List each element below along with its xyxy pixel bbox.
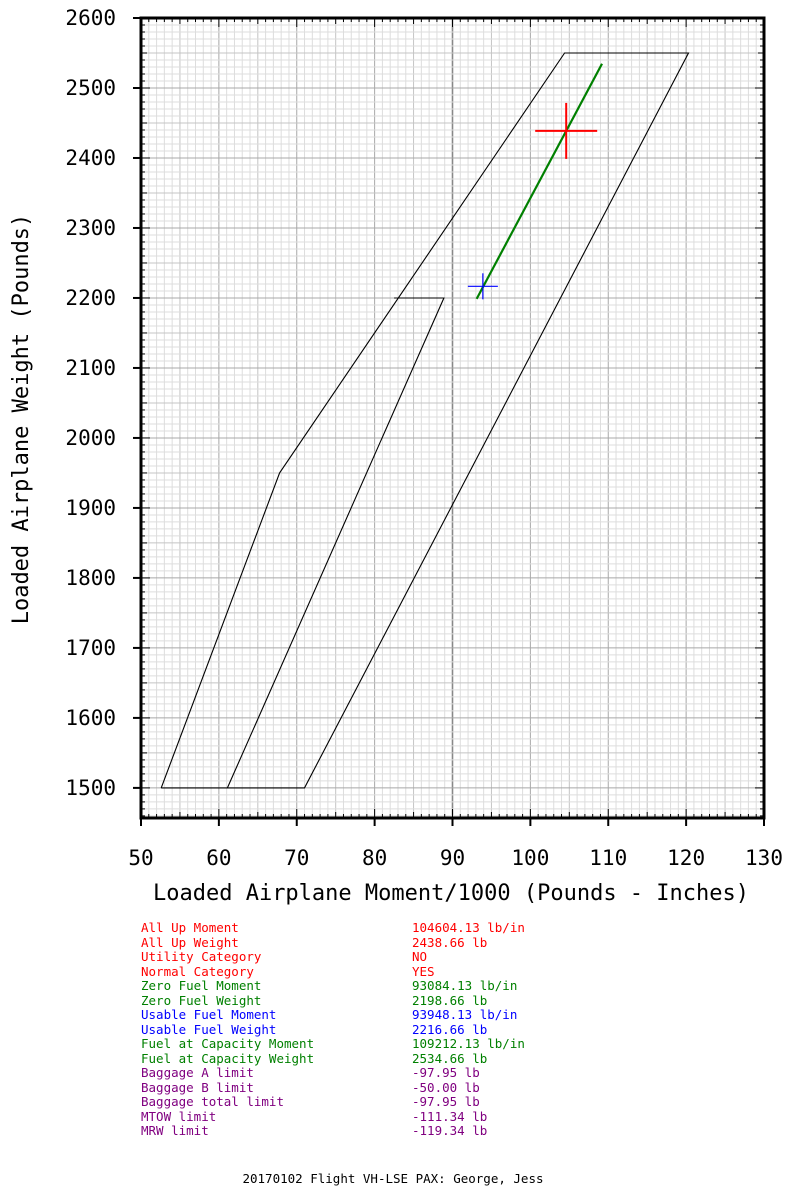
y-axis-title: Loaded Airplane Weight (Pounds) (9, 214, 34, 625)
y-tick-label: 2300 (65, 216, 116, 240)
summary-value: 2534.66 lb (412, 1050, 488, 1066)
summary-label: All Up Moment (141, 920, 239, 935)
cg-envelope (160, 52, 690, 789)
x-tick-label: 50 (128, 846, 153, 870)
y-tick-label: 1600 (65, 706, 116, 730)
summary-row: Zero Fuel Moment 93084.13 lb/in (141, 978, 525, 994)
summary-value: 2438.66 lb (412, 934, 488, 950)
y-tick-label: 2500 (65, 76, 116, 100)
summary-row: Baggage B limit -50.00 lb (141, 1079, 525, 1096)
y-tick-label: 1900 (65, 496, 116, 520)
summary-value: 93948.13 lb/in (412, 1007, 518, 1022)
summary-row: MRW limit -119.34 lb (141, 1123, 525, 1139)
fuel-burn-line-segment (475, 63, 603, 300)
cg-markers (467, 102, 598, 300)
summary-row: Baggage total limit -97.95 lb (141, 1094, 525, 1110)
summary-label: MTOW limit (141, 1108, 217, 1124)
summary-value: 104604.13 lb/in (412, 920, 525, 935)
summary-row: Normal Category YES (141, 963, 525, 980)
x-tick-label: 110 (589, 846, 627, 870)
summary-row: Fuel at Capacity Weight 2534.66 lb (141, 1050, 525, 1067)
summary-label: Usable Fuel Moment (141, 1007, 277, 1022)
summary-row: Usable Fuel Weight 2216.66 lb (141, 1021, 525, 1038)
cg-envelope (226, 297, 445, 789)
x-tick-label: 80 (362, 846, 387, 870)
summary-value: 109212.13 lb/in (412, 1036, 525, 1051)
summary-value: -97.95 lb (412, 1094, 480, 1109)
y-tick-label: 2400 (65, 146, 116, 170)
x-tick-label: 60 (206, 846, 231, 870)
summary-value: 2216.66 lb (412, 1021, 488, 1037)
summary-label: Fuel at Capacity Weight (141, 1050, 315, 1066)
summary-row: Utility Category NO (141, 949, 525, 965)
summary-label: MRW limit (141, 1123, 209, 1138)
summary-label: Baggage total limit (141, 1094, 284, 1109)
x-tick-label: 120 (667, 846, 705, 870)
summary-row: Fuel at Capacity Moment 109212.13 lb/in (141, 1036, 525, 1052)
summary-value: -50.00 lb (412, 1079, 480, 1095)
y-tick-label: 1500 (65, 776, 116, 800)
summary-value: NO (412, 949, 428, 964)
summary-value: 93084.13 lb/in (412, 978, 518, 993)
summary-row: All Up Weight 2438.66 lb (141, 934, 525, 951)
flight-footer: 20170102 Flight VH-LSE PAX: George, Jess (242, 1171, 544, 1186)
summary-label: Zero Fuel Weight (141, 992, 262, 1008)
y-tick-label: 2600 (65, 6, 116, 30)
summary-label: Fuel at Capacity Moment (141, 1036, 315, 1051)
summary-label: Usable Fuel Weight (141, 1021, 277, 1037)
x-tick-label: 100 (511, 846, 549, 870)
tick-labels: 50 60 70 80 90 100 110 120 130 1500 1600 1700 1800 19… (65, 6, 783, 870)
y-tick-label: 2200 (65, 286, 116, 310)
fuel-burn-line (475, 63, 603, 300)
y-tick-label: 2100 (65, 356, 116, 380)
summary-label: All Up Weight (141, 934, 239, 950)
summary-value: -119.34 lb (412, 1123, 488, 1138)
summary-value: -97.95 lb (412, 1065, 480, 1080)
load-summary: All Up Moment 104604.13 lb/in All Up Weigh… (141, 920, 525, 1139)
weight-balance-chart: 50 60 70 80 90 100 110 120 130 1500 1600 1700 1800 19… (9, 6, 783, 906)
summary-value: 2198.66 lb (412, 992, 488, 1008)
chart-grid (140, 17, 765, 818)
summary-label: Normal Category (141, 963, 254, 979)
x-tick-label: 90 (440, 846, 465, 870)
x-axis-title: Loaded Airplane Moment/1000 (Pounds - In… (153, 881, 749, 906)
y-tick-label: 1700 (65, 636, 116, 660)
axis-ticks (133, 17, 765, 826)
summary-row: Usable Fuel Moment 93948.13 lb/in (141, 1007, 525, 1023)
summary-label: Zero Fuel Moment (141, 978, 262, 993)
summary-label: Utility Category (141, 949, 262, 964)
y-tick-label: 2000 (65, 426, 116, 450)
x-tick-label: 130 (745, 846, 783, 870)
x-tick-label: 70 (284, 846, 309, 870)
summary-row: Zero Fuel Weight 2198.66 lb (141, 992, 525, 1009)
summary-value: YES (412, 963, 435, 979)
summary-row: MTOW limit -111.34 lb (141, 1108, 525, 1125)
summary-row: All Up Moment 104604.13 lb/in (141, 920, 525, 936)
summary-label: Baggage B limit (141, 1079, 254, 1095)
summary-value: -111.34 lb (412, 1108, 488, 1124)
cg-envelopes (160, 52, 690, 789)
summary-row: Baggage A limit -97.95 lb (141, 1065, 525, 1081)
summary-label: Baggage A limit (141, 1065, 254, 1080)
y-tick-label: 1800 (65, 566, 116, 590)
